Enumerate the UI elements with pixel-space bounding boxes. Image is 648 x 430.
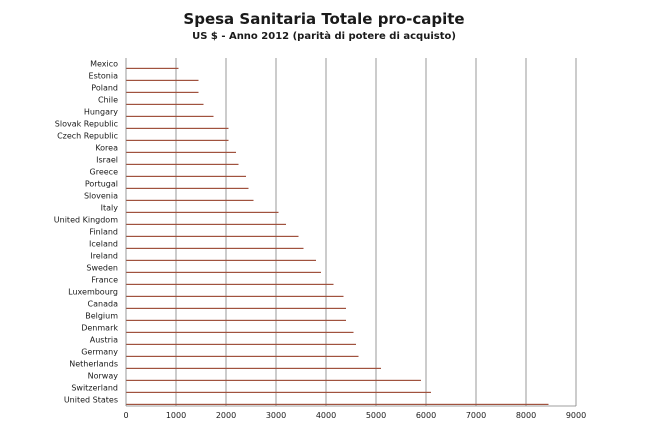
x-tick-label: 0 <box>123 411 128 420</box>
category-label: Hungary <box>84 107 118 116</box>
bar <box>126 379 421 381</box>
bar <box>126 187 249 189</box>
x-tick-label: 4000 <box>316 411 336 420</box>
category-label: Sweden <box>86 263 118 272</box>
bar <box>126 223 286 225</box>
chart-title: Spesa Sanitaria Totale pro-capite <box>183 10 465 28</box>
category-label: Italy <box>101 203 119 212</box>
bar <box>126 283 334 285</box>
category-label: Austria <box>90 335 118 344</box>
category-label: Portugal <box>85 179 118 188</box>
bar <box>126 139 229 141</box>
category-label: Estonia <box>89 71 119 80</box>
x-tick-label: 8000 <box>516 411 536 420</box>
category-label: Switzerland <box>71 383 118 392</box>
category-label: Netherlands <box>69 359 118 368</box>
bar <box>126 247 304 249</box>
category-label: Czech Republic <box>57 131 118 140</box>
category-label: France <box>91 275 118 284</box>
category-label: Korea <box>95 143 118 152</box>
gridlines <box>175 58 577 406</box>
category-label: Slovak Republic <box>55 119 118 128</box>
chart-subtitle: US $ - Anno 2012 (parità di potere di ac… <box>192 31 456 42</box>
category-label: Belgium <box>85 311 118 320</box>
bar <box>126 403 549 405</box>
category-label: Greece <box>90 167 119 176</box>
bar <box>126 163 239 165</box>
axes <box>125 58 576 407</box>
bar <box>126 295 344 297</box>
category-label: Luxembourg <box>68 287 118 296</box>
category-label: Israel <box>96 155 118 164</box>
bar <box>126 355 359 357</box>
x-tick-label: 1000 <box>166 411 186 420</box>
bar <box>126 259 316 261</box>
bar <box>126 235 299 237</box>
bar <box>126 67 179 69</box>
bar <box>126 343 356 345</box>
bar <box>126 271 321 273</box>
category-label: United Kingdom <box>54 215 118 224</box>
category-label: Germany <box>81 347 118 356</box>
x-tick-label: 3000 <box>266 411 286 420</box>
bar <box>126 319 346 321</box>
bar <box>126 151 236 153</box>
bar <box>126 211 279 213</box>
category-label: Canada <box>88 299 119 308</box>
category-label: Iceland <box>89 239 118 248</box>
bar <box>126 307 346 309</box>
category-labels: Mexico Estonia Poland Chile Hungary Slovak Re… <box>54 59 119 404</box>
bar <box>126 367 381 369</box>
bar <box>126 331 354 333</box>
category-label: Finland <box>89 227 118 236</box>
category-label: Slovenia <box>84 191 118 200</box>
category-label: Chile <box>98 95 118 104</box>
x-tick-labels: 0 1000 2000 3000 4000 5000 6000 7000 8000 9000 <box>123 411 586 420</box>
bar <box>126 79 199 81</box>
category-label: Denmark <box>81 323 118 332</box>
bar <box>126 103 204 105</box>
bar <box>126 199 254 201</box>
x-tick-label: 9000 <box>566 411 586 420</box>
x-tick-label: 7000 <box>466 411 486 420</box>
bar <box>126 115 214 117</box>
category-label: Ireland <box>90 251 118 260</box>
category-label: Mexico <box>90 59 118 68</box>
bar <box>126 91 199 93</box>
bar <box>126 391 431 393</box>
bars <box>126 67 549 405</box>
category-label: Norway <box>88 371 119 380</box>
x-tick-label: 6000 <box>416 411 436 420</box>
x-tick-label: 2000 <box>216 411 236 420</box>
category-label: Poland <box>91 83 118 92</box>
category-label: United States <box>64 395 118 404</box>
x-tick-label: 5000 <box>366 411 386 420</box>
bar <box>126 127 229 129</box>
bar <box>126 175 246 177</box>
